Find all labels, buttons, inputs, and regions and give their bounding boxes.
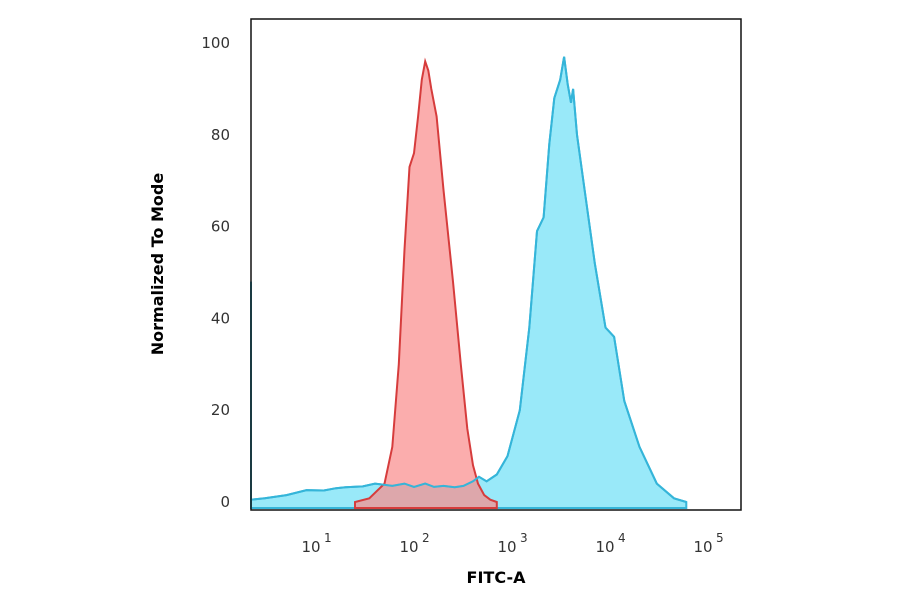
x-tick-label: 10 xyxy=(595,538,614,556)
plot-area xyxy=(250,56,688,509)
x-tick-label: 10 xyxy=(399,538,418,556)
y-tick-label: 100 xyxy=(201,34,230,52)
isotype-control-histogram xyxy=(354,57,498,509)
y-tick-label: 60 xyxy=(211,218,230,236)
x-axis-label: FITC-A xyxy=(467,568,527,587)
x-tick-exponent: 1 xyxy=(324,531,332,545)
x-tick-exponent: 5 xyxy=(716,531,724,545)
y-axis-label: Normalized To Mode xyxy=(148,173,167,356)
x-axis-ticks: 10 1 10 2 10 3 10 4 10 5 xyxy=(301,531,723,556)
y-tick-label: 20 xyxy=(211,401,230,419)
x-tick-label: 10 xyxy=(497,538,516,556)
y-tick-label: 40 xyxy=(211,309,230,327)
y-tick-label: 0 xyxy=(220,493,230,511)
x-tick-exponent: 2 xyxy=(422,531,430,545)
x-tick-exponent: 3 xyxy=(520,531,528,545)
x-tick-label: 10 xyxy=(693,538,712,556)
x-tick-exponent: 4 xyxy=(618,531,626,545)
x-tick-label: 10 xyxy=(301,538,320,556)
y-tick-label: 80 xyxy=(211,126,230,144)
target-antibody-outline xyxy=(250,56,687,503)
plot-frame xyxy=(250,18,742,511)
y-axis-ticks: 0 20 40 60 80 100 xyxy=(201,34,230,511)
